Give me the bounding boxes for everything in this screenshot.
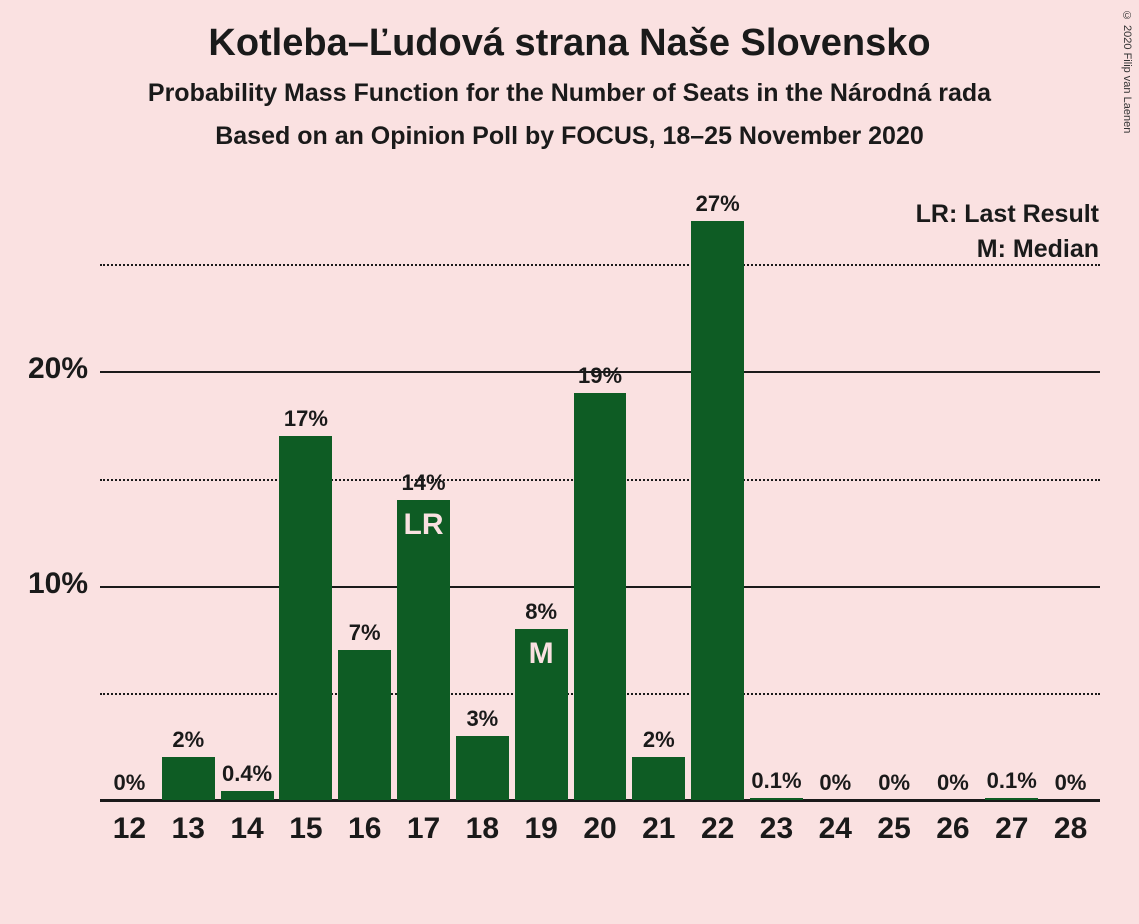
bar [574,393,627,800]
bar-value-label: 0% [1041,770,1101,796]
x-axis-label: 25 [864,812,924,846]
bar [632,757,685,800]
bar-value-label: 3% [452,706,512,732]
copyright-text: © 2020 Filip van Laenen [1121,10,1133,133]
bar-value-label: 0.4% [217,761,277,787]
gridline-minor [100,264,1100,266]
bar-value-label: 0% [923,770,983,796]
bar [750,798,803,800]
x-axis-label: 26 [923,812,983,846]
y-axis-label: 20% [8,352,88,386]
bar-value-label: 0.1% [746,768,806,794]
x-axis-label: 13 [158,812,218,846]
x-axis-label: 12 [99,812,159,846]
bar-value-label: 7% [335,620,395,646]
bar-value-label: 0% [99,770,159,796]
bar [162,757,215,800]
x-axis-label: 16 [335,812,395,846]
bar [691,221,744,800]
y-axis-label: 10% [8,567,88,601]
bar-value-label: 14% [394,470,454,496]
x-axis-label: 28 [1041,812,1101,846]
x-axis-label: 17 [394,812,454,846]
bar [338,650,391,800]
bar-value-label: 27% [688,191,748,217]
x-axis-label: 19 [511,812,571,846]
bar-value-label: 0% [805,770,865,796]
x-axis-label: 27 [982,812,1042,846]
bar [279,436,332,800]
chart-title: Kotleba–Ľudová strana Naše Slovensko [0,0,1139,65]
bar-value-label: 0.1% [982,768,1042,794]
bar-value-label: 17% [276,406,336,432]
chart-subtitle-2: Based on an Opinion Poll by FOCUS, 18–25… [0,122,1139,151]
bar-value-label: 8% [511,599,571,625]
bar-inner-label: LR [397,508,450,542]
bar [221,791,274,800]
chart-subtitle-1: Probability Mass Function for the Number… [0,79,1139,108]
x-axis-label: 18 [452,812,512,846]
bar [456,736,509,800]
bar-value-label: 2% [629,727,689,753]
bar-value-label: 2% [158,727,218,753]
bar-value-label: 19% [570,363,630,389]
x-axis-label: 14 [217,812,277,846]
bar [985,798,1038,800]
x-axis-label: 15 [276,812,336,846]
x-axis-label: 20 [570,812,630,846]
bar [397,500,450,800]
x-axis-label: 24 [805,812,865,846]
bar-value-label: 0% [864,770,924,796]
x-axis-label: 21 [629,812,689,846]
bar-inner-label: M [515,637,568,671]
chart-area: 10%20%0%122%130.4%1417%157%1614%LR173%18… [100,200,1100,800]
x-axis-label: 22 [688,812,748,846]
x-axis-label: 23 [746,812,806,846]
